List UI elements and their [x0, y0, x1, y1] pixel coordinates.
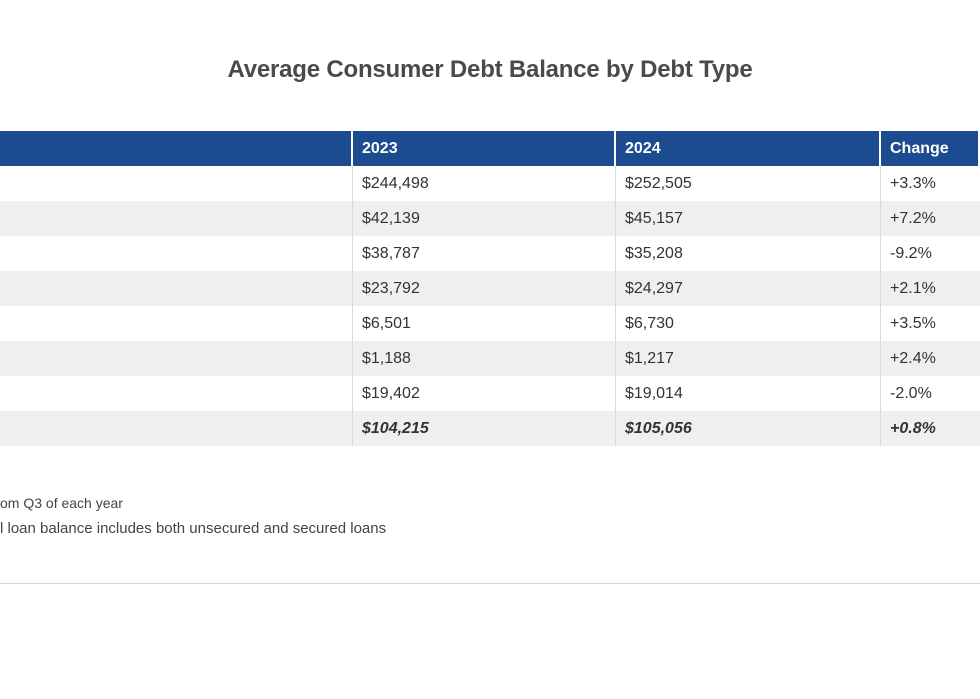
cell-debt-type [0, 376, 353, 411]
cell-2024: $6,730 [616, 306, 881, 341]
cell-change: -9.2% [890, 244, 932, 262]
header-cell-2023: 2023 [353, 131, 616, 166]
table-total-row: $104,215 $105,056 +0.8% [0, 411, 980, 446]
cell-debt-type [0, 306, 353, 341]
cell-debt-type [0, 271, 353, 306]
cell-debt-type [0, 201, 353, 236]
table-row: $19,402 $19,014 -2.0% [0, 376, 980, 411]
bottom-divider [0, 583, 980, 584]
cell-2023: $19,402 [353, 376, 616, 411]
footnote-q3: om Q3 of each year [0, 495, 123, 511]
cell-change: +3.5% [890, 314, 936, 332]
cell-debt-type [0, 166, 353, 201]
header-cell-type [0, 131, 353, 166]
debt-table: 2023 2024 Change $244,498 $252,505 +3.3% $4… [0, 131, 980, 446]
cell-2024: $24,297 [616, 271, 881, 306]
table-row: $38,787 $35,208 -9.2% [0, 236, 980, 271]
cell-2023: $6,501 [353, 306, 616, 341]
cell-change: -2.0% [890, 384, 932, 402]
cell-2024: $1,217 [616, 341, 881, 376]
cell-debt-type [0, 411, 353, 446]
table-row: $42,139 $45,157 +7.2% [0, 201, 980, 236]
cell-change: +3.3% [890, 174, 936, 192]
cell-2023: $23,792 [353, 271, 616, 306]
cell-2024: $45,157 [616, 201, 881, 236]
cell-2023: $104,215 [353, 411, 616, 446]
footnotes: om Q3 of each year l loan balance includ… [0, 490, 386, 542]
cell-debt-type [0, 341, 353, 376]
cell-debt-type [0, 236, 353, 271]
cell-2023: $1,188 [353, 341, 616, 376]
footnote-personal-loan: l loan balance includes both unsecured a… [0, 520, 387, 537]
cell-2023: $42,139 [353, 201, 616, 236]
cell-2024: $252,505 [616, 166, 881, 201]
table-header-row: 2023 2024 Change [0, 131, 980, 166]
cell-2024: $19,014 [616, 376, 881, 411]
table-row: $1,188 $1,217 +2.4% [0, 341, 980, 376]
table-row: $23,792 $24,297 +2.1% [0, 271, 980, 306]
cell-change: +7.2% [890, 209, 936, 227]
cell-2023: $244,498 [353, 166, 616, 201]
cell-2023: $38,787 [353, 236, 616, 271]
cell-2024: $35,208 [616, 236, 881, 271]
table-row: $244,498 $252,505 +3.3% [0, 166, 980, 201]
table-body: $244,498 $252,505 +3.3% $42,139 $45,157 +7.2%… [0, 166, 980, 446]
cell-change: +2.4% [890, 349, 936, 367]
table-row: $6,501 $6,730 +3.5% [0, 306, 980, 341]
header-cell-change: Change [881, 131, 980, 166]
header-cell-2024: 2024 [616, 131, 881, 166]
cell-2024: $105,056 [616, 411, 881, 446]
chart-title: Average Consumer Debt Balance by Debt Ty… [227, 56, 753, 83]
cell-change: +2.1% [890, 279, 936, 297]
cell-change: +0.8% [890, 419, 936, 437]
